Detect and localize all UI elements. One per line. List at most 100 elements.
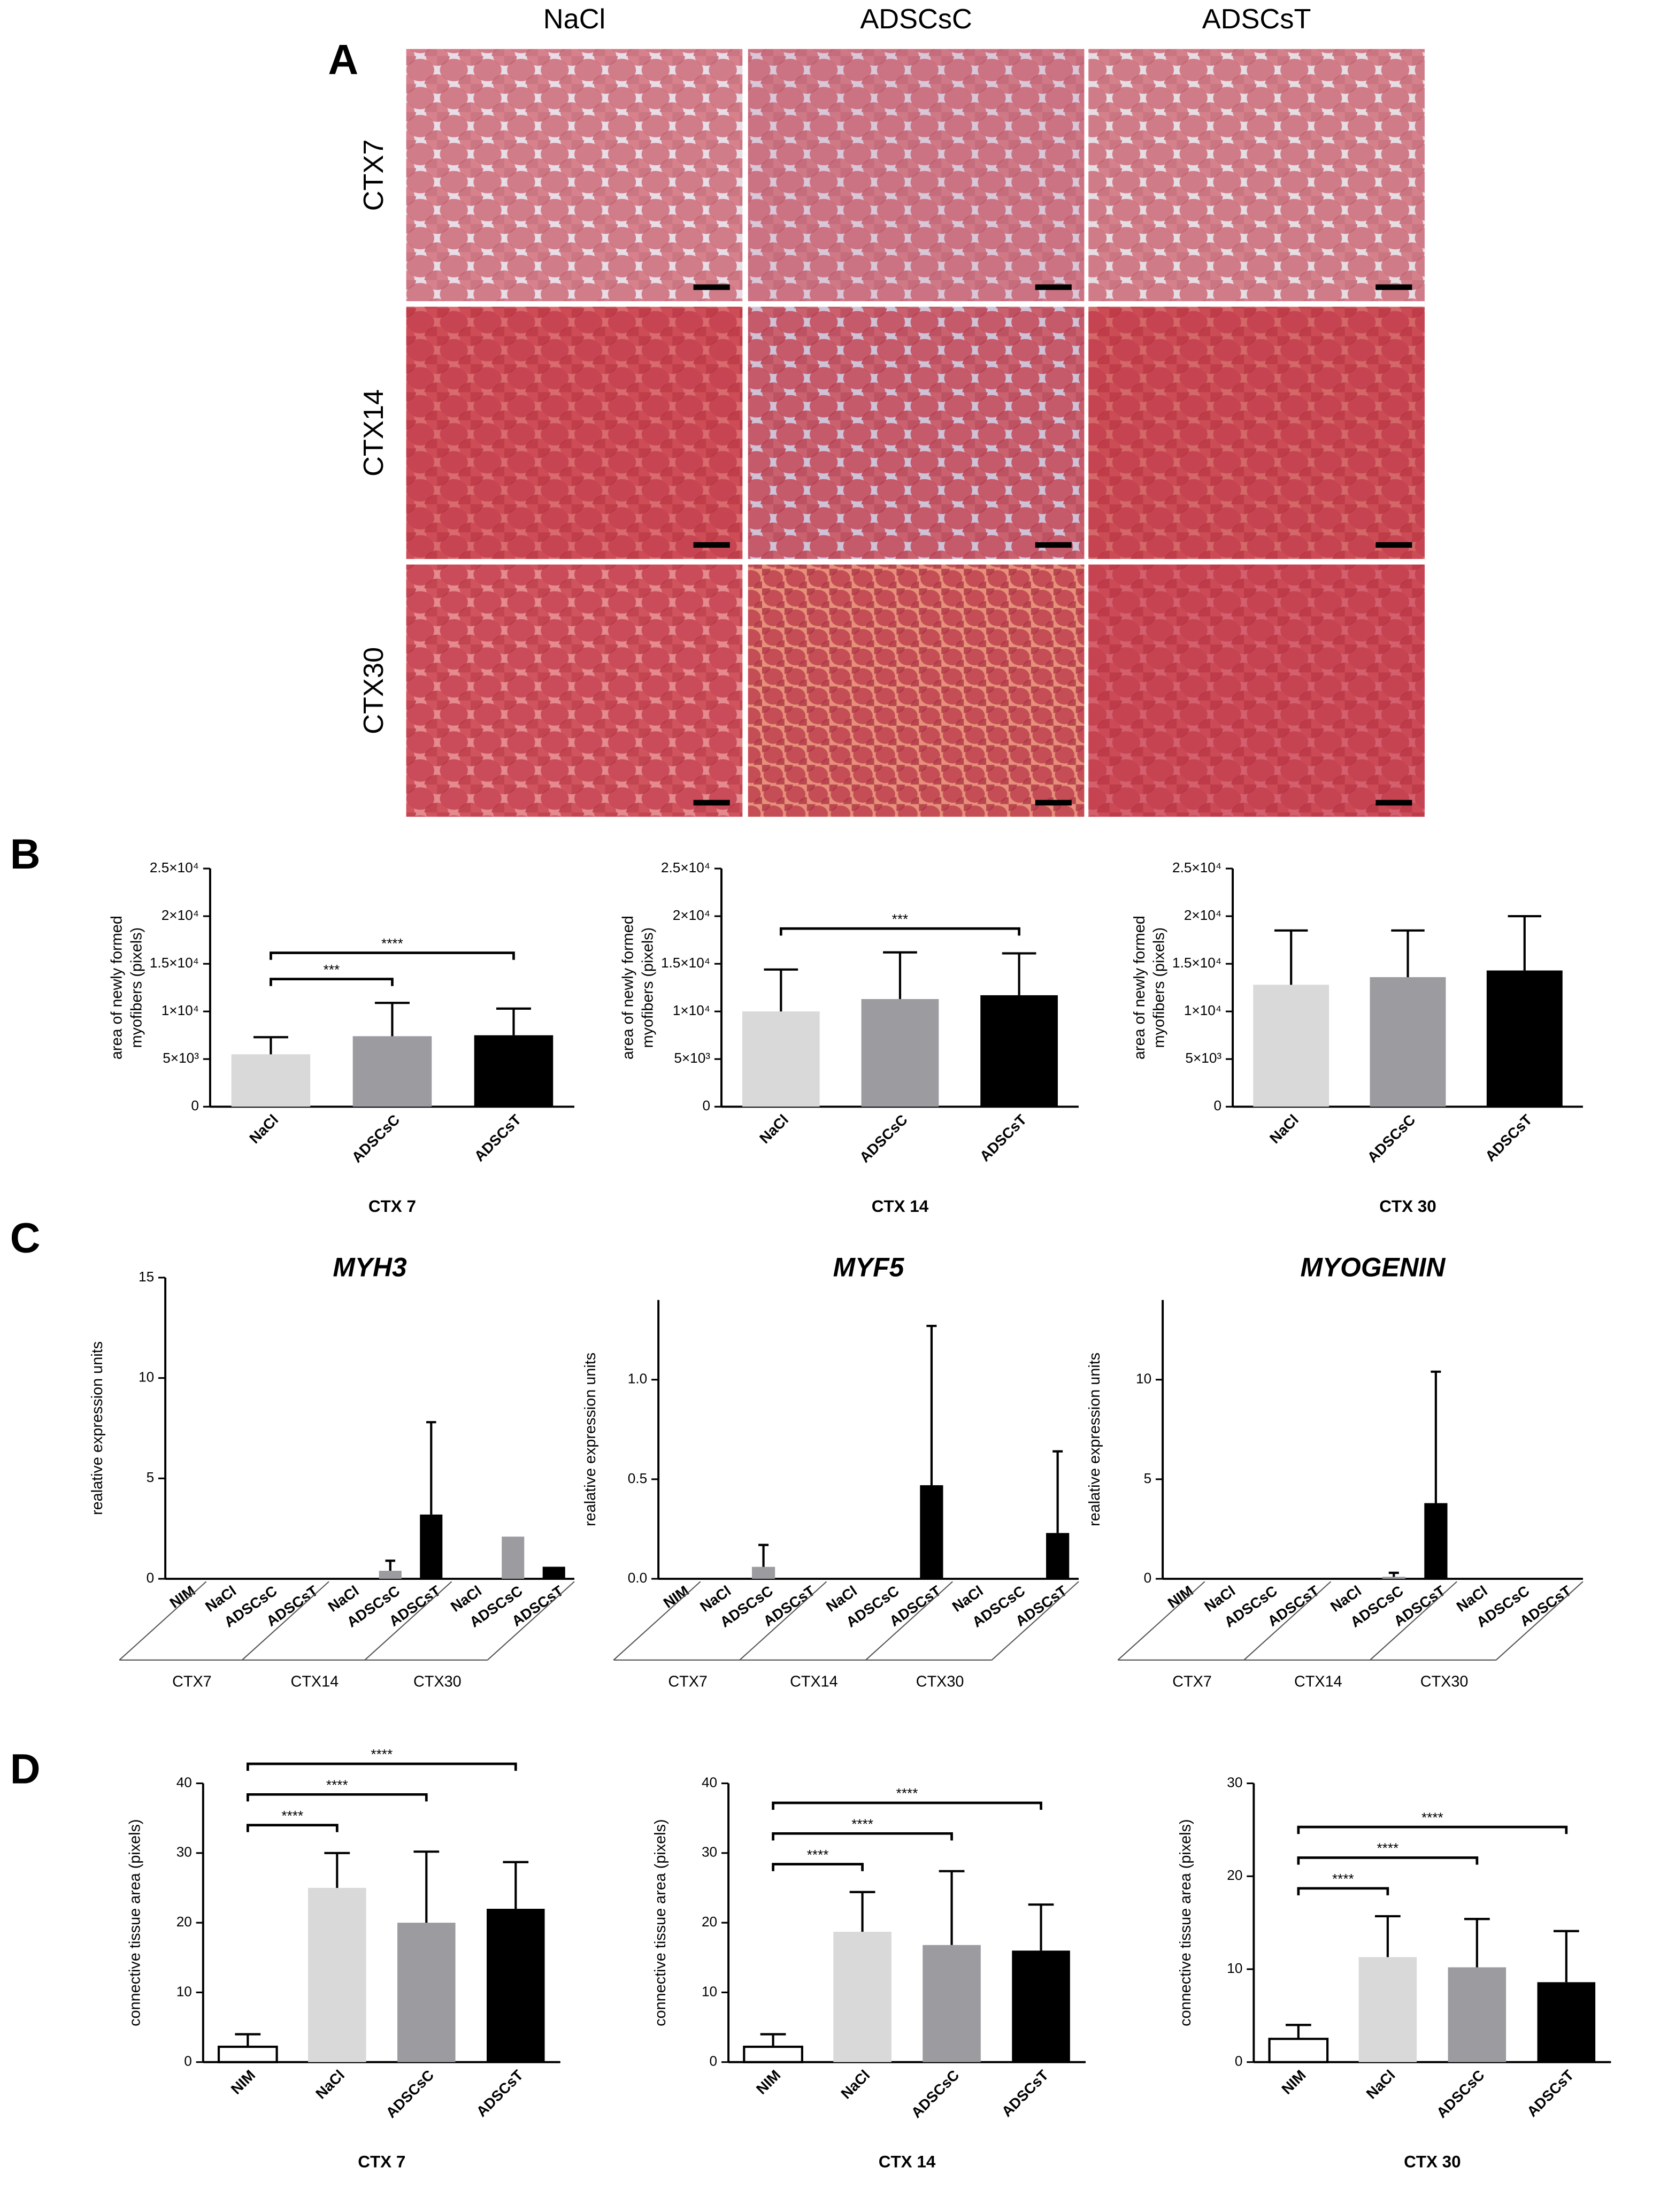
y-tick-label: 1.0 [628, 1371, 647, 1387]
x-tick-label: NIM [1278, 2067, 1309, 2098]
group-divider [991, 1581, 1079, 1661]
bar [1486, 970, 1563, 1107]
y-tick-label: 0 [1214, 1097, 1222, 1113]
group-label: CTX14 [291, 1673, 339, 1690]
y-tick-label: 30 [176, 1844, 192, 1860]
y-tick-label: 10 [702, 1983, 717, 1999]
significance-label: **** [1377, 1840, 1398, 1856]
error-bar [235, 2033, 261, 2047]
error-bar [503, 1861, 529, 1909]
x-tick-label: ADSCsT [1524, 2067, 1577, 2120]
error-bar [1508, 915, 1541, 971]
error-bar [1052, 1450, 1063, 1533]
x-tick-label: ADSCsC [1364, 1111, 1418, 1166]
x-tick-label: NIM [1165, 1582, 1196, 1611]
error-bar [385, 1560, 396, 1571]
charts: 0 5×10³ 1×10⁴ 1.5×10⁴ 2×10⁴ 2.5×10⁴ area of ne… [89, 859, 1611, 2171]
y-tick-label: 0.5 [628, 1470, 647, 1486]
scale-bar [1035, 542, 1072, 548]
y-tick-label: 10 [1136, 1371, 1151, 1387]
group-divider [241, 1581, 329, 1661]
scale-bar [693, 800, 730, 806]
y-axis-label: realative expression units [582, 1353, 599, 1526]
micrograph-texture [406, 49, 743, 302]
y-axis-label: connective tissue area (pixels) [652, 1819, 669, 2026]
y-tick-label: 2×10⁴ [162, 907, 199, 923]
group-label: CTX7 [1172, 1673, 1212, 1690]
x-axis-label: CTX 30 [1404, 2153, 1461, 2171]
error-bar [758, 1543, 769, 1567]
significance-bracket [246, 1824, 339, 1832]
y-tick-label: 1.5×10⁴ [1172, 955, 1221, 971]
scale-bar [1375, 800, 1412, 806]
error-bar [1028, 1903, 1054, 1951]
y-tick-label: 1.5×10⁴ [150, 955, 199, 971]
y-tick-label: 20 [1227, 1867, 1242, 1883]
group-divider [119, 1581, 207, 1661]
x-tick-label: NaCl [312, 2067, 348, 2102]
y-tick-label: 0 [1144, 1570, 1152, 1586]
bar [980, 995, 1058, 1107]
significance-bracket [1297, 1856, 1479, 1865]
bar [1358, 1957, 1417, 2062]
error-bar [426, 1421, 436, 1515]
micrograph-texture [1088, 564, 1425, 817]
y-tick-label: 5×10³ [674, 1050, 710, 1066]
group-divider [1243, 1581, 1332, 1661]
y-tick-label: 1×10⁴ [162, 1002, 199, 1018]
y-tick-label: 2×10⁴ [673, 907, 710, 923]
y-tick-label: 0.0 [628, 1570, 647, 1586]
micrograph-grid: NaCl ADSCsC ADSCsT CTX7 CTX14 CTX30 [358, 4, 1425, 817]
group-label: CTX7 [172, 1673, 212, 1690]
bar [920, 1485, 943, 1579]
row-label: CTX30 [358, 647, 389, 734]
group-label: CTX14 [790, 1673, 838, 1690]
chart-title: MYF5 [833, 1252, 905, 1282]
bar [923, 1945, 981, 2062]
y-tick-label: 2×10⁴ [1184, 907, 1221, 923]
group-label: CTX30 [916, 1673, 964, 1690]
bar [1012, 1950, 1070, 2062]
scale-bar [1375, 284, 1412, 290]
y-axis-label: myofibers (pixels) [639, 927, 656, 1048]
x-tick-label: ADSCsT [998, 2067, 1052, 2120]
x-tick-label: NIM [660, 1582, 692, 1611]
x-axis-label: CTX 30 [1379, 1197, 1436, 1216]
y-tick-label: 0 [1235, 2053, 1243, 2069]
significance-bracket [1297, 1825, 1568, 1834]
y-axis-label: area of newly formed [1131, 916, 1148, 1059]
x-tick-label: NaCl [1363, 2067, 1398, 2102]
micrograph-texture [748, 49, 1085, 302]
x-tick-label: ADSCsC [348, 1111, 403, 1166]
significance-bracket [772, 1832, 953, 1841]
x-tick-label: NIM [167, 1582, 198, 1611]
significance-label: *** [892, 911, 909, 927]
x-tick-label: ADSCsC [382, 2067, 437, 2121]
x-tick-label: NaCl [756, 1111, 791, 1147]
bar [217, 2045, 278, 2063]
significance-label: **** [807, 1847, 829, 1863]
panel-label: A [328, 36, 358, 83]
bar [1253, 985, 1329, 1107]
error-bar [324, 1852, 350, 1888]
bar [1046, 1533, 1070, 1579]
group-label: CTX30 [1420, 1673, 1469, 1690]
row-label: CTX7 [358, 139, 389, 211]
error-bar [1553, 1930, 1579, 1983]
y-tick-label: 0 [710, 2053, 718, 2069]
y-tick-label: 20 [176, 1914, 192, 1930]
significance-label: **** [281, 1808, 303, 1824]
scale-bar [1375, 542, 1412, 548]
micrograph-texture [748, 564, 1085, 817]
column-label: ADSCsC [860, 4, 972, 35]
micrograph-texture [406, 306, 743, 559]
bar [542, 1566, 565, 1579]
x-tick-label: ADSCsC [908, 2067, 963, 2121]
significance-label: **** [326, 1777, 348, 1793]
bar [1448, 1967, 1507, 2062]
y-axis-label: myofibers (pixels) [128, 927, 145, 1048]
y-tick-label: 1×10⁴ [673, 1002, 710, 1018]
chart-title: MYH3 [333, 1252, 407, 1282]
significance-label: **** [896, 1785, 918, 1801]
